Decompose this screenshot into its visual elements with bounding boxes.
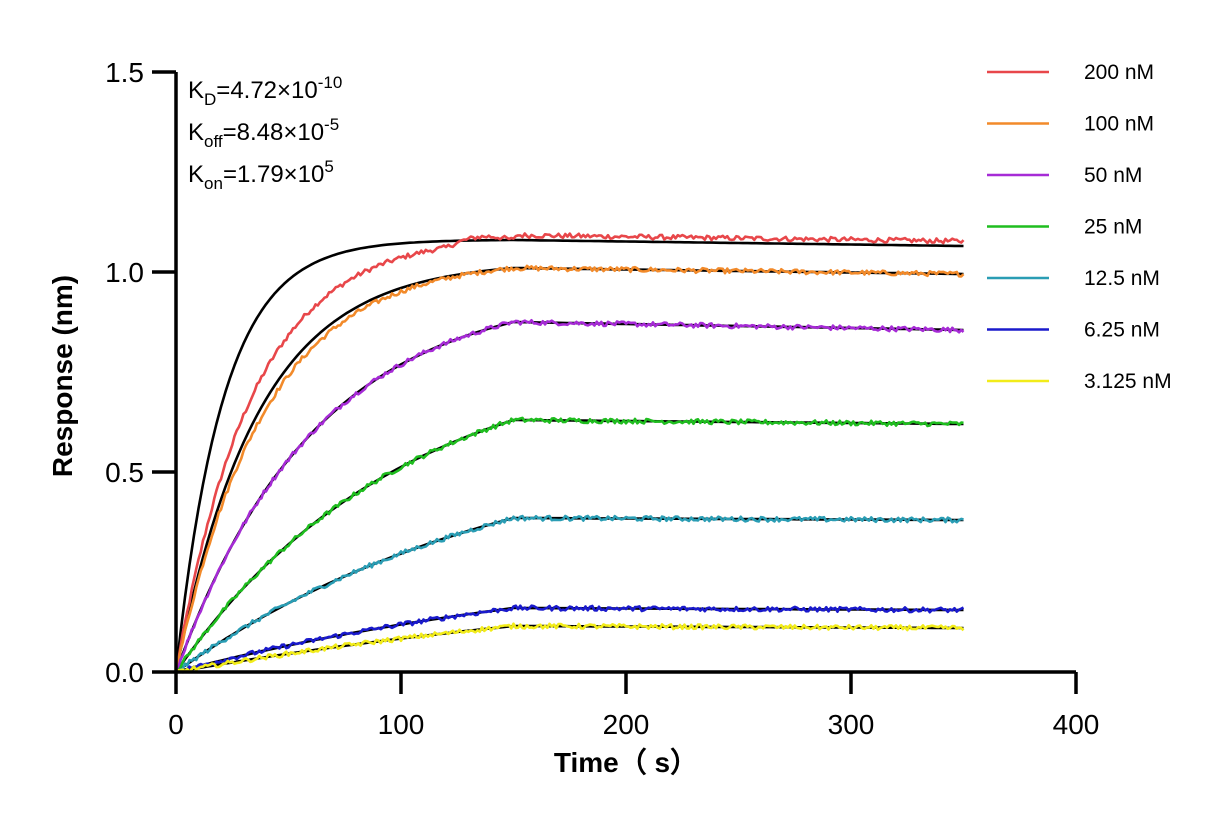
fit-line-50-nm — [174, 320, 964, 673]
y-tick-label-1.0: 1.0 — [105, 257, 144, 288]
annotation-k-off: Koff=8.48×10-5 — [188, 115, 339, 151]
series-line-6-25-nm — [175, 604, 965, 674]
axes: 0 100 200 300 400 0.0 0.5 1.0 1.5 — [105, 57, 1099, 740]
response-curves — [174, 232, 965, 674]
legend: 200 nM 100 nM 50 nM 25 nM 12.5 nM 6.25 nM 3.12… — [987, 61, 1172, 393]
legend-label-200-nm: 200 nM — [1084, 61, 1154, 84]
x-tick-label-100: 100 — [378, 709, 425, 740]
fit-line-200-nm — [174, 238, 964, 673]
x-tick-label-200: 200 — [603, 709, 650, 740]
series-line-12-5-nm — [175, 514, 964, 674]
series-line-3-125-nm — [175, 622, 965, 674]
legend-label-100-nm: 100 nM — [1084, 113, 1154, 136]
fit-line-25-nm — [174, 418, 964, 673]
y-tick-label-0.0: 0.0 — [105, 657, 144, 688]
x-tick-label-0: 0 — [168, 709, 184, 740]
legend-label-6-25-nm: 6.25 nM — [1084, 319, 1160, 342]
annotation-k-D: KD=4.72×10-10 — [188, 73, 342, 109]
fit-line-3-125-nm — [175, 624, 964, 674]
legend-label-12-5-nm: 12.5 nM — [1084, 267, 1160, 290]
series-line-100-nm — [174, 264, 965, 673]
y-axis-title: Response (nm) — [47, 275, 78, 477]
series-line-50-nm — [174, 318, 965, 673]
x-tick-label-300: 300 — [828, 709, 875, 740]
series-line-25-nm — [175, 416, 964, 674]
legend-label-50-nm: 50 nM — [1084, 164, 1142, 187]
y-tick-label-0.5: 0.5 — [105, 457, 144, 488]
x-tick-label-400: 400 — [1053, 709, 1100, 740]
annotation-k-on: Kon=1.79×105 — [188, 157, 334, 193]
x-axis-title: Time（ s） — [554, 746, 698, 778]
legend-label-3-125-nm: 3.125 nM — [1084, 370, 1172, 393]
kinetic-annotations: KD=4.72×10-10 Koff=8.48×10-5 Kon=1.79×105 — [188, 73, 342, 193]
y-tick-label-1.5: 1.5 — [105, 57, 144, 88]
fit-line-6-25-nm — [175, 606, 964, 674]
legend-label-25-nm: 25 nM — [1084, 216, 1142, 239]
series-line-200-nm — [174, 232, 965, 673]
